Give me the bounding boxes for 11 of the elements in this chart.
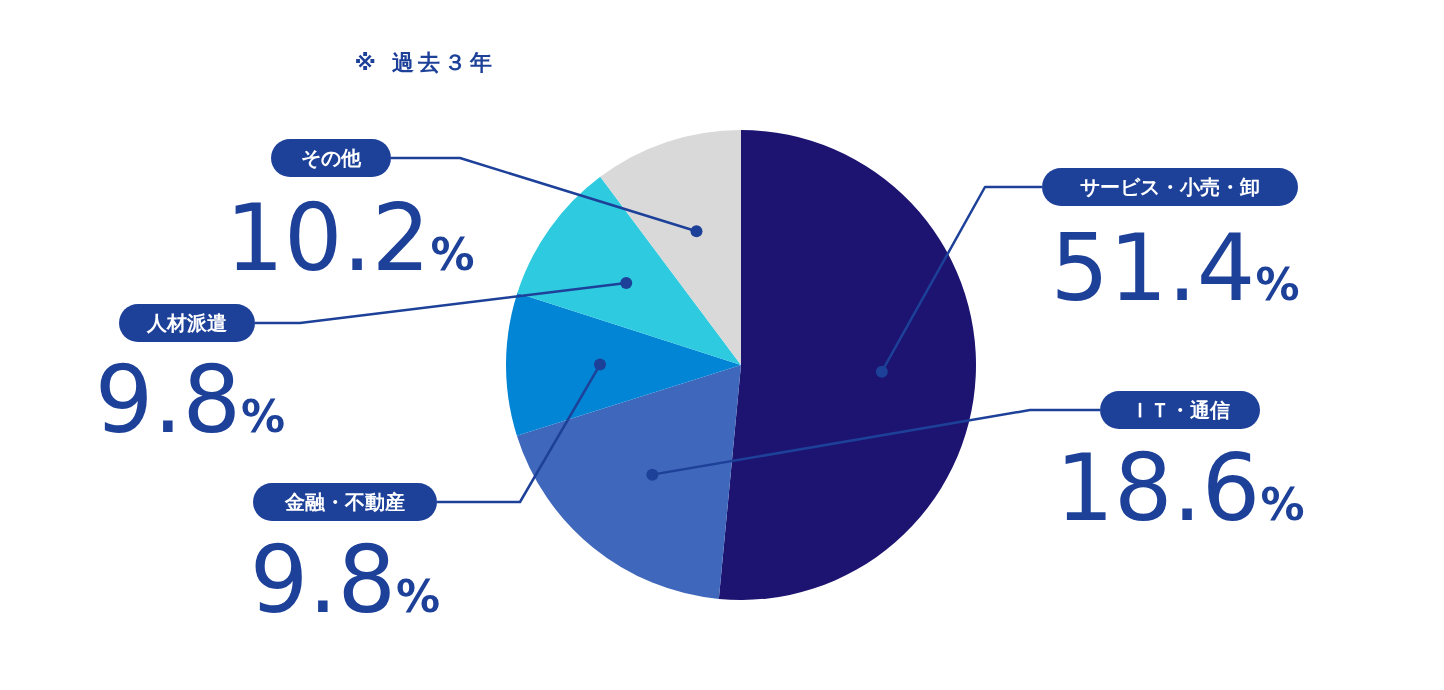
data-label: 10.2% — [225, 185, 475, 292]
data-label: 51.4% — [1050, 215, 1300, 322]
slice-label: 人材派遣 — [146, 311, 227, 335]
slice-label: 金融・不動産 — [284, 490, 405, 514]
data-label: 9.8% — [94, 347, 286, 454]
chart-title: ※ 過去３年 — [354, 50, 496, 75]
slice-label: ＩＴ・通信 — [1130, 398, 1230, 422]
slice-label: その他 — [301, 146, 362, 170]
data-label: 9.8% — [249, 527, 441, 634]
slice-label: サービス・小売・卸 — [1080, 175, 1260, 199]
data-label: 18.6% — [1055, 435, 1305, 542]
